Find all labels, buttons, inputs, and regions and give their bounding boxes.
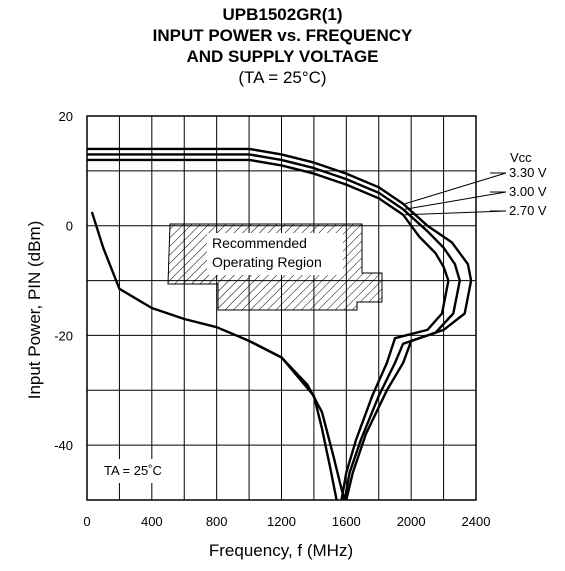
legend-entry: 3.00 V [509,184,547,199]
y-tick-label: -20 [54,328,73,343]
ta-label-box [99,459,179,483]
y-axis-label: Input Power, PIN (dBm) [25,221,44,400]
legend-leader-line [404,172,507,205]
series-group [87,147,473,501]
chart-title-line1: UPB1502GR(1) [222,5,343,24]
series-line-4 [90,211,338,501]
x-tick-label: 800 [206,514,228,529]
x-axis-label: Frequency, f (MHz) [209,541,353,560]
legend-entry: 3.30 V [509,165,547,180]
region-label-line2: Operating Region [212,254,322,270]
x-tick-label: 1200 [267,514,296,529]
legend-entry: 2.70 V [509,203,547,218]
x-tick-label: 2000 [397,514,426,529]
y-tick-label: -40 [54,438,73,453]
legend: 3.30 V 3.00 V 2.70 V [404,165,547,218]
region-label-box [207,233,343,275]
x-tick-label: 0 [83,514,90,529]
chart-condition: (TA = 25°C) [238,68,327,87]
x-tick-label: 2400 [462,514,491,529]
chart-title-line3: AND SUPPLY VOLTAGE [186,47,379,66]
plot-frame [86,115,477,501]
chart-title-line2: INPUT POWER vs. FREQUENCY [152,26,413,45]
legend-leader-line [404,191,507,210]
chart-title-block: UPB1502GR(1) INPUT POWER vs. FREQUENCY A… [0,4,565,88]
tick-labels: 0 400 800 1200 1600 2000 2400 20 0 -20 -40 [54,109,490,529]
series-line-3 [87,158,450,501]
region-label-line1: Recommended [212,235,307,251]
ta-label: TA = 25˚C [104,463,162,478]
legend-leader-line [405,210,507,216]
y-tick-label: 0 [66,219,73,234]
series-line-5 [248,339,346,501]
series-line-2 [87,153,461,501]
y-tick-label: 20 [59,109,73,124]
x-tick-label: 400 [141,514,163,529]
legend-title: Vcc [510,150,532,165]
x-tick-label: 1600 [332,514,361,529]
series-line-1 [87,147,473,501]
